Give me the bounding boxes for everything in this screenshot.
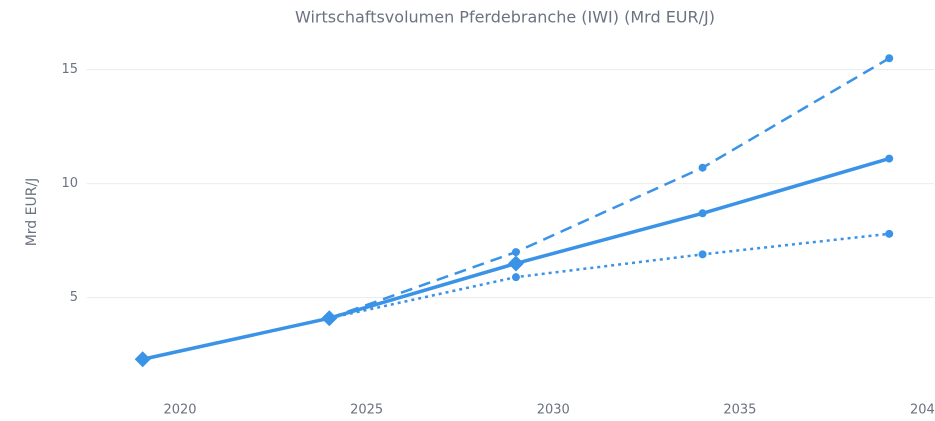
- x-tick-label: 2020: [163, 403, 196, 418]
- point-marker: [885, 154, 894, 163]
- chart-title: Wirtschaftsvolumen Pferdebranche (IWI) (…: [295, 8, 715, 27]
- diamond-marker: [321, 310, 338, 327]
- point-marker: [511, 248, 520, 257]
- point-marker: [885, 54, 894, 63]
- point-marker: [698, 250, 707, 259]
- diamond-marker: [134, 351, 151, 368]
- y-tick-label: 5: [70, 290, 78, 305]
- x-tick-label: 2025: [350, 403, 383, 418]
- point-marker: [885, 229, 894, 238]
- diamond-marker: [507, 255, 524, 272]
- x-tick-label: 2030: [537, 403, 570, 418]
- series-line: [328, 57, 890, 320]
- point-marker: [511, 273, 520, 282]
- y-axis-label: Mrd EUR/J: [24, 178, 40, 247]
- x-tick-label: 2040: [910, 403, 935, 418]
- point-marker: [698, 163, 707, 172]
- series-line: [329, 232, 890, 320]
- y-tick-label: 10: [61, 176, 78, 191]
- point-marker: [698, 209, 707, 218]
- x-tick-label: 2035: [723, 403, 756, 418]
- y-tick-label: 15: [61, 62, 78, 77]
